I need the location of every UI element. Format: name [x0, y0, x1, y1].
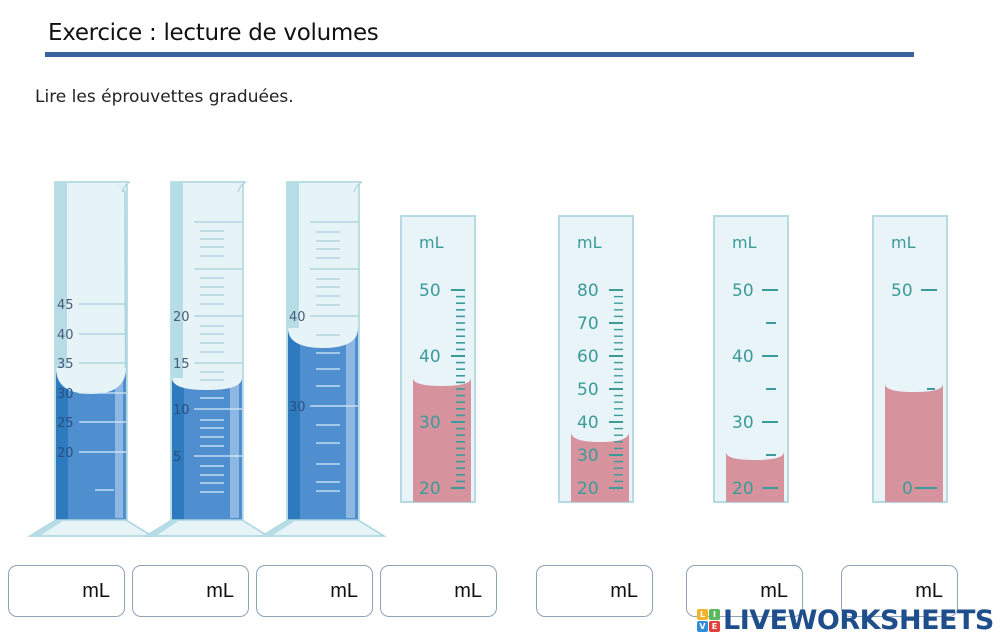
cyl4-unit: mL — [419, 233, 444, 252]
answer-box-3[interactable]: mL — [256, 565, 373, 617]
cyl7-unit: mL — [891, 233, 916, 252]
cyl4-label-2: 30 — [419, 413, 441, 433]
cyl5-label-6: 20 — [577, 479, 599, 499]
graduated-cylinder-1: 45 40 35 30 25 20 — [22, 180, 155, 540]
instruction-text: Lire les éprouvettes graduées. — [35, 87, 294, 107]
cylinder-2-graphic: 20 15 10 5 — [143, 181, 271, 537]
answer-box-4[interactable]: mL — [380, 565, 497, 617]
cylinder-3-graphic: 40 30 — [259, 181, 387, 537]
cyl2-label-2: 10 — [173, 403, 190, 418]
cyl5-label-5: 30 — [577, 446, 599, 466]
cyl5-label-3: 50 — [577, 380, 599, 400]
answer-input-5[interactable] — [543, 574, 615, 608]
page-title: Exercice : lecture de volumes — [48, 20, 379, 46]
answer-unit-5: mL — [610, 579, 638, 602]
answer-box-5[interactable]: mL — [536, 565, 653, 617]
answer-box-1[interactable]: mL — [8, 565, 125, 617]
graduated-cylinder-2: 20 15 10 5 — [138, 180, 271, 540]
cyl5-unit: mL — [577, 233, 602, 252]
cyl1-label-1: 40 — [57, 328, 74, 343]
cyl6-unit: mL — [732, 233, 757, 252]
cyl3-label-1: 30 — [289, 400, 306, 415]
cyl2-label-3: 5 — [173, 450, 181, 465]
cyl1-label-0: 45 — [57, 298, 74, 313]
logo-letter-v: V — [697, 620, 708, 632]
answer-unit-6: mL — [760, 579, 788, 602]
answer-unit-3: mL — [330, 579, 358, 602]
cyl7-label-1: 0 — [902, 479, 913, 499]
cylinder-1-graphic: 45 40 35 30 25 20 — [27, 181, 155, 537]
cylinder-5-graphic: mL 80 70 60 50 40 30 20 — [558, 215, 634, 503]
cyl7-label-0: 50 — [891, 281, 913, 301]
logo-letter-i: I — [709, 608, 720, 620]
answer-unit-4: mL — [454, 579, 482, 602]
cyl6-label-0: 50 — [732, 281, 754, 301]
cyl5-label-1: 70 — [577, 314, 599, 334]
answer-input-6[interactable] — [693, 574, 765, 608]
graduated-cylinder-3: 40 30 — [254, 180, 387, 540]
cyl1-label-3: 30 — [57, 387, 74, 402]
liveworksheets-logo-icon: L I V E — [697, 608, 720, 632]
liveworksheets-watermark: L I V E LIVEWORKSHEETS — [697, 604, 994, 636]
answer-box-7[interactable]: mL — [841, 565, 958, 617]
answer-unit-7: mL — [915, 579, 943, 602]
answer-input-2[interactable] — [139, 574, 211, 608]
answer-input-1[interactable] — [15, 574, 87, 608]
answer-input-3[interactable] — [263, 574, 335, 608]
cylinder-6-graphic: mL 50 40 30 20 — [713, 215, 789, 503]
logo-letter-l: L — [697, 608, 708, 620]
cyl6-label-3: 20 — [732, 479, 754, 499]
cyl4-label-3: 20 — [419, 479, 441, 499]
cyl6-label-1: 40 — [732, 347, 754, 367]
cyl1-label-4: 25 — [57, 416, 74, 431]
cyl3-label-0: 40 — [289, 310, 306, 325]
cyl4-label-0: 50 — [419, 281, 441, 301]
cyl6-label-2: 30 — [732, 413, 754, 433]
cylinder-7-graphic: mL 50 0 — [872, 215, 948, 503]
cyl5-label-2: 60 — [577, 347, 599, 367]
title-underline — [45, 52, 914, 57]
graduated-cylinder-5: mL 80 70 60 50 40 30 20 — [557, 214, 635, 504]
cyl4-fine-ticks — [456, 295, 465, 483]
cyl4-label-1: 40 — [419, 347, 441, 367]
answer-unit-2: mL — [206, 579, 234, 602]
answer-box-2[interactable]: mL — [132, 565, 249, 617]
cyl2-label-1: 15 — [173, 357, 190, 372]
answer-input-4[interactable] — [387, 574, 459, 608]
graduated-cylinder-7: mL 50 0 — [871, 214, 949, 504]
cyl5-fine-ticks — [614, 295, 623, 483]
cyl1-label-2: 35 — [57, 357, 74, 372]
graduated-cylinder-6: mL 50 40 30 20 — [712, 214, 790, 504]
cylinder-4-graphic: mL 50 40 30 20 — [400, 215, 476, 503]
watermark-text: LIVEWORKSHEETS — [723, 604, 994, 636]
graduated-cylinder-4: mL 50 40 30 20 — [399, 214, 477, 504]
answer-box-6[interactable]: mL — [686, 565, 803, 617]
cyl5-label-0: 80 — [577, 281, 599, 301]
cyl1-label-5: 20 — [57, 446, 74, 461]
cyl5-label-4: 40 — [577, 413, 599, 433]
logo-letter-e: E — [709, 620, 720, 632]
answer-unit-1: mL — [82, 579, 110, 602]
answer-input-7[interactable] — [848, 574, 920, 608]
cyl2-label-0: 20 — [173, 310, 190, 325]
